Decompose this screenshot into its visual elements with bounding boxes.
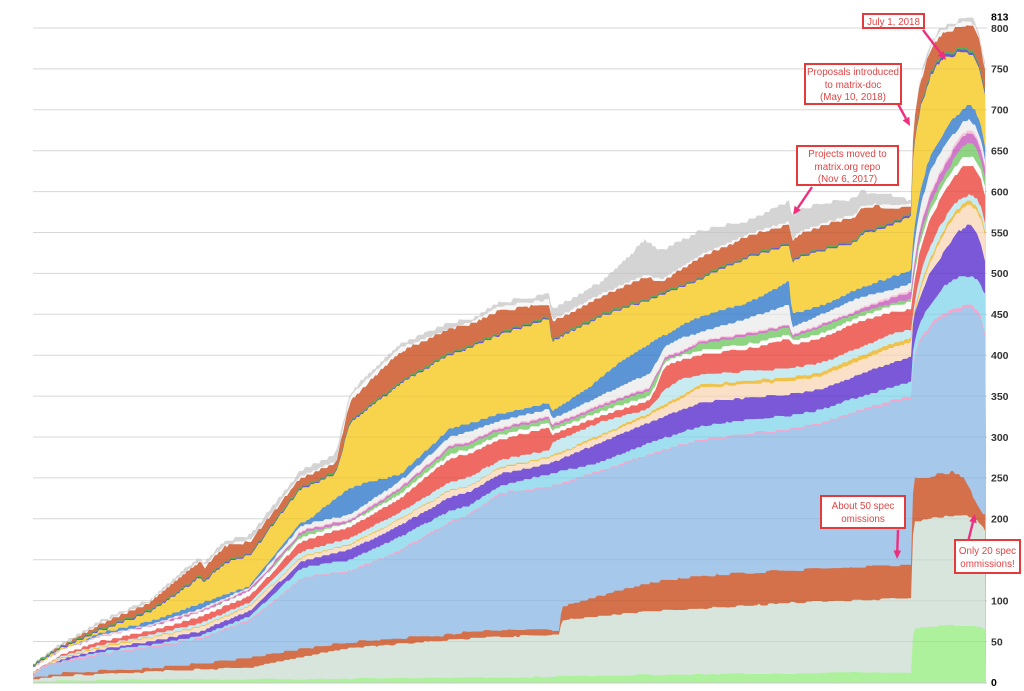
svg-text:550: 550 <box>991 227 1009 239</box>
svg-text:350: 350 <box>991 391 1009 403</box>
svg-text:700: 700 <box>991 105 1009 117</box>
svg-text:450: 450 <box>991 309 1009 321</box>
svg-text:600: 600 <box>991 186 1009 198</box>
svg-text:300: 300 <box>991 432 1009 444</box>
svg-text:650: 650 <box>991 146 1009 158</box>
svg-text:750: 750 <box>991 64 1009 76</box>
svg-text:800: 800 <box>991 23 1009 35</box>
svg-text:100: 100 <box>991 595 1009 607</box>
svg-text:50: 50 <box>991 636 1003 648</box>
svg-text:250: 250 <box>991 473 1009 485</box>
svg-text:400: 400 <box>991 350 1009 362</box>
svg-text:813: 813 <box>991 12 1009 24</box>
svg-text:200: 200 <box>991 514 1009 526</box>
svg-text:500: 500 <box>991 268 1009 280</box>
svg-text:0: 0 <box>991 677 997 689</box>
